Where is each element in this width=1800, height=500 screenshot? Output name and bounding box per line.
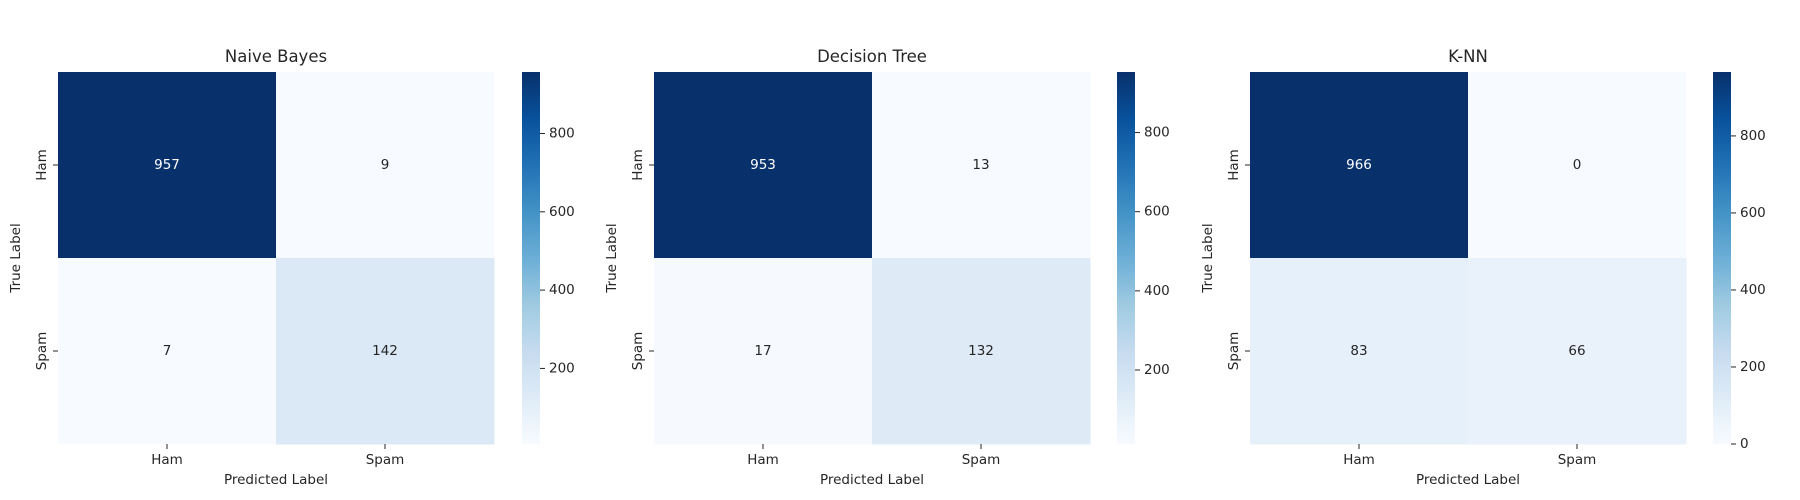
colorbar-tick-label: 200 xyxy=(549,360,575,376)
y-axis-label: True Label xyxy=(1200,223,1216,293)
heatmap-panel-2: 966 0 83 66 K-NN Ham Spam Ham Spam Predicted Labe… xyxy=(1200,47,1766,488)
y-tick-label: Ham xyxy=(34,149,50,181)
heatmap-cell xyxy=(1250,72,1469,259)
heatmap-cell xyxy=(1468,72,1687,259)
colorbar xyxy=(1713,72,1731,444)
x-axis-label: Predicted Label xyxy=(820,472,924,488)
colorbar-tick-label: 400 xyxy=(1144,283,1170,299)
y-axis-label: True Label xyxy=(604,223,620,293)
heatmap-panel-1: 953 13 17 132 Decision Tree Ham Spam Ham Spam Pre… xyxy=(604,47,1170,488)
y-axis-label: True Label xyxy=(8,223,24,293)
x-tick-label: Ham xyxy=(151,452,183,468)
colorbar-tick-label: 400 xyxy=(1740,282,1766,298)
cell-value-label: 953 xyxy=(750,157,776,173)
colorbar-tick-label: 0 xyxy=(1740,436,1749,452)
colorbar-tick-label: 800 xyxy=(549,125,575,141)
cell-value-label: 966 xyxy=(1346,157,1372,173)
cell-value-label: 83 xyxy=(1350,343,1367,359)
x-tick-label: Spam xyxy=(1558,452,1597,468)
x-axis-label: Predicted Label xyxy=(224,472,328,488)
chart-title: Decision Tree xyxy=(817,47,927,66)
colorbar-tick-label: 800 xyxy=(1740,128,1766,144)
colorbar-tick-label: 600 xyxy=(1740,205,1766,221)
cell-value-label: 7 xyxy=(163,343,172,359)
x-tick-label: Spam xyxy=(366,452,405,468)
heatmap-cell xyxy=(1250,258,1469,445)
chart-title: Naive Bayes xyxy=(225,47,327,66)
y-tick-label: Spam xyxy=(34,332,50,371)
cell-value-label: 142 xyxy=(372,343,398,359)
cell-value-label: 0 xyxy=(1573,157,1582,173)
cell-value-label: 17 xyxy=(754,343,771,359)
heatmap-cell xyxy=(276,72,495,259)
heatmap-panel-0: 957 9 7 142 Naive Bayes Ham Spam Ham Spam Predict… xyxy=(8,47,575,488)
colorbar-tick-label: 600 xyxy=(1144,204,1170,220)
heatmap-cell xyxy=(654,72,873,259)
heatmap-cell xyxy=(654,258,873,445)
heatmap-cell xyxy=(58,72,277,259)
y-tick-label: Ham xyxy=(630,149,646,181)
y-tick-label: Spam xyxy=(630,332,646,371)
heatmap-cell xyxy=(58,258,277,445)
cell-value-label: 9 xyxy=(381,157,390,173)
chart-title: K-NN xyxy=(1448,47,1488,66)
cell-value-label: 13 xyxy=(972,157,989,173)
heatmap-cell xyxy=(276,258,495,445)
cell-value-label: 132 xyxy=(968,343,994,359)
colorbar-tick-label: 400 xyxy=(549,282,575,298)
cell-value-label: 957 xyxy=(154,157,180,173)
heatmap-cell xyxy=(1468,258,1687,445)
y-tick-label: Ham xyxy=(1226,149,1242,181)
colorbar xyxy=(1117,72,1135,444)
heatmap-cell xyxy=(872,72,1091,259)
colorbar-tick-label: 800 xyxy=(1144,125,1170,141)
x-tick-label: Ham xyxy=(1343,452,1375,468)
y-tick-label: Spam xyxy=(1226,332,1242,371)
x-tick-label: Spam xyxy=(962,452,1001,468)
colorbar-tick-label: 200 xyxy=(1740,359,1766,375)
x-axis-label: Predicted Label xyxy=(1416,472,1520,488)
x-tick-label: Ham xyxy=(747,452,779,468)
colorbar-tick-label: 600 xyxy=(549,204,575,220)
colorbar xyxy=(522,72,540,444)
heatmap-cell xyxy=(872,258,1091,445)
colorbar-tick-label: 200 xyxy=(1144,362,1170,378)
cell-value-label: 66 xyxy=(1568,343,1585,359)
